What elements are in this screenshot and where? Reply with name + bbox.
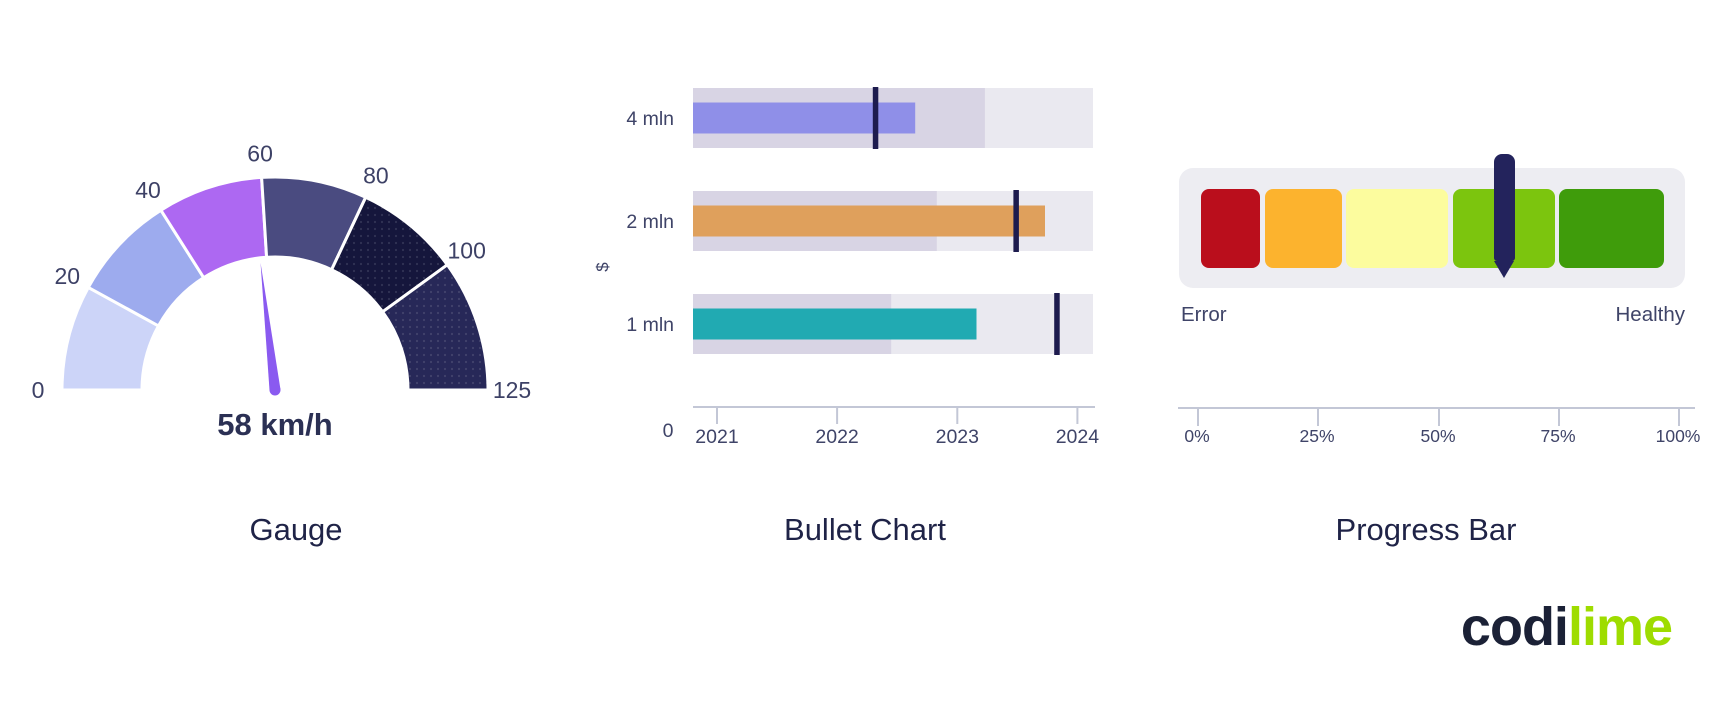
bullet-target-marker: [1054, 293, 1060, 355]
progress-marker: [1494, 154, 1516, 261]
bullet-target-marker: [872, 87, 879, 149]
progress-axis-tick-label: 100%: [1655, 426, 1701, 446]
progress-segment-healthy: [1559, 189, 1664, 268]
progress-axis-tick-label: 0%: [1184, 426, 1210, 446]
progress-axis-tick: [1317, 407, 1319, 426]
bullet-row-label: 2 mln: [626, 211, 674, 233]
codilime-logo: codilime: [1460, 597, 1673, 657]
progress-segment-fair: [1346, 189, 1448, 268]
bullet-x-tick-label: 2022: [815, 426, 858, 448]
gauge-needle-base: [269, 384, 281, 396]
progress-right-label: Healthy: [1615, 303, 1685, 326]
gauge-value-label: 58 km/h: [217, 407, 332, 442]
gauge-tick-label: 20: [55, 263, 81, 289]
gauge-tick-label: 0: [32, 377, 45, 403]
gauge-tick-label: 100: [448, 238, 486, 264]
bullet-target-marker: [1013, 190, 1019, 252]
bullet-measure-bar: [693, 102, 916, 134]
bullet-chart: 4 mln 2 mln 1 mln 2021 2022 2023 2024 0 $: [593, 87, 1100, 448]
bullet-measure-bar: [693, 205, 1045, 237]
logo-text-lime: lime: [1567, 597, 1673, 657]
progress-axis-tick: [1438, 407, 1440, 426]
gauge-tick-label: 80: [363, 163, 389, 189]
progress-axis-tick-label: 25%: [1299, 426, 1335, 446]
progress-segment-error: [1201, 189, 1260, 268]
gauge-tick-label: 125: [493, 377, 531, 403]
gauge-chart: 0 20 40 60 80 100 125 58 km/h: [32, 141, 532, 443]
progress-axis-tick-label: 50%: [1420, 426, 1456, 446]
progress-axis-tick: [1678, 407, 1680, 426]
bullet-row-label: 4 mln: [626, 108, 674, 130]
progress-axis-tick: [1197, 407, 1199, 426]
progress-bar-title: Progress Bar: [1335, 512, 1517, 547]
progress-left-label: Error: [1181, 303, 1227, 326]
bullet-x-tick-label: 2023: [936, 426, 979, 448]
bullet-x-tick-label: 2021: [695, 426, 738, 448]
progress-segment-warning: [1264, 189, 1342, 268]
progress-axis-tick: [1558, 407, 1560, 426]
gauge-needle: [260, 262, 281, 391]
bullet-x-tick-label: 2024: [1056, 426, 1100, 448]
logo-text-codi: codi: [1460, 597, 1569, 657]
bullet-origin-label: 0: [663, 420, 674, 442]
bullet-row-label: 1 mln: [626, 314, 674, 336]
gauge-segment-texture: [382, 264, 488, 390]
progress-axis-tick-label: 75%: [1540, 426, 1576, 446]
bullet-y-axis-title: $: [593, 262, 612, 272]
bullet-measure-bar: [693, 308, 977, 340]
gauge-tick-label: 40: [135, 177, 161, 203]
gauge-segment-texture: [331, 197, 448, 312]
gauge-tick-label: 60: [247, 141, 273, 167]
gauge-title: Gauge: [249, 512, 343, 547]
progress-axis: [1178, 407, 1695, 409]
progress-marker-tip: [1494, 261, 1515, 278]
progress-bar-chart: Error Healthy 0% 25% 50% 75% 100%: [1150, 140, 1730, 450]
bullet-chart-title: Bullet Chart: [784, 512, 946, 547]
